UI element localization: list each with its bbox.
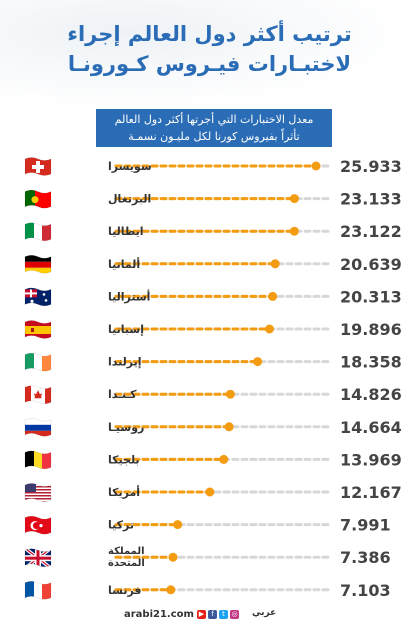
ireland-flag — [24, 352, 52, 372]
bar-end-marker — [289, 194, 299, 204]
country-label: إسبانيا — [108, 323, 144, 336]
bar-end-marker — [268, 291, 278, 301]
country-label: أستراليا — [108, 289, 150, 303]
svg-text:المملكة: المملكة — [108, 546, 145, 557]
bar-row: 13.969 بلجيكا — [24, 450, 402, 470]
country-label: البرتغال — [108, 193, 151, 206]
bar-row: 23.133 البرتغال — [24, 189, 402, 209]
turkey-flag — [24, 515, 52, 535]
germany-flag — [24, 255, 52, 274]
subtitle-line-2: تأثراً بفيروس كورنا لكل مليـون نسمـة — [128, 130, 300, 143]
page-title-line-2: لاختبـارات فيـروس كـورونـا — [67, 52, 352, 76]
page-title-line-1: ترتيب أكثر دول العالم إجراء — [67, 22, 352, 46]
bar-row: 18.358 إيرلندا — [24, 352, 402, 372]
country-label: تركيا — [108, 519, 134, 532]
svg-text:أمريكا: أمريكا — [108, 485, 140, 499]
world-map-background — [0, 0, 419, 110]
subtitle-box: معدل الاختبارات التي أجرتها أكثر دول الع… — [96, 109, 332, 147]
country-label: سويسرا — [108, 160, 152, 173]
bar-end-marker — [166, 585, 176, 595]
russia-flag — [24, 418, 52, 437]
usa-flag — [24, 483, 52, 502]
bar-end-marker — [173, 520, 183, 530]
svg-text:كـنـدا: كـنـدا — [108, 388, 137, 401]
bar-row: 14.826 كـنـدا — [24, 385, 402, 404]
bar-row: 19.896 إسبانيا — [24, 320, 402, 339]
value-label: 13.969 — [340, 450, 402, 469]
svg-text:بلجيكا: بلجيكا — [108, 453, 140, 466]
svg-text:المتحدة: المتحدة — [108, 558, 145, 569]
bar-row: 7.991 تركيا — [24, 515, 391, 535]
value-label: 12.167 — [340, 483, 402, 502]
bar-end-marker — [224, 422, 234, 432]
value-label: 7.386 — [340, 548, 391, 567]
svg-text:البرتغال: البرتغال — [108, 193, 151, 206]
svg-text:إسبانيا: إسبانيا — [108, 323, 144, 336]
svg-text:ألمانيا: ألمانيا — [108, 257, 140, 271]
belgium-flag — [24, 450, 52, 470]
svg-text:روسيـا: روسيـا — [108, 421, 144, 434]
bar-row: 7.103 فرنسا — [24, 581, 391, 600]
switzerland-flag — [24, 157, 52, 176]
bar-row: 14.664 روسيـا — [24, 418, 402, 437]
country-label: ألمانيا — [108, 257, 140, 271]
svg-text:فرنسا: فرنسا — [108, 584, 142, 597]
footer-brand: عربي — [252, 608, 277, 618]
svg-text:تركيا: تركيا — [108, 519, 134, 532]
bar-row: 20.639 ألمانيا — [24, 255, 402, 274]
value-label: 7.103 — [340, 581, 391, 600]
svg-text:ايطاليا: ايطاليا — [108, 225, 144, 238]
country-label: بلجيكا — [108, 453, 140, 466]
footer-site: arabi21.com — [124, 609, 194, 620]
bar-end-marker — [219, 454, 229, 464]
australia-flag — [24, 287, 52, 307]
canada-flag — [24, 385, 52, 404]
instagram-icon: ◎ — [230, 610, 239, 619]
bar-end-marker — [264, 324, 274, 334]
bar-row: 20.313 أستراليا — [24, 287, 402, 307]
portugal-flag — [24, 189, 52, 209]
svg-text:سويسرا: سويسرا — [108, 160, 152, 173]
bar-row: 23.122 ايطاليا — [24, 222, 402, 241]
bar-end-marker — [270, 259, 280, 269]
svg-text:أستراليا: أستراليا — [108, 289, 150, 303]
value-label: 7.991 — [340, 516, 391, 535]
value-label: 25.933 — [340, 157, 402, 176]
bar-row: 12.167 أمريكا — [24, 483, 402, 502]
value-label: 23.122 — [340, 222, 402, 241]
country-label: أمريكا — [108, 485, 140, 499]
bar-end-marker — [311, 161, 321, 171]
value-label: 14.826 — [340, 385, 402, 404]
bar-end-marker — [253, 357, 263, 367]
value-label: 19.896 — [340, 320, 402, 339]
svg-text:إيرلندا: إيرلندا — [108, 356, 142, 369]
country-label: كـنـدا — [108, 388, 137, 401]
value-label: 18.358 — [340, 353, 402, 372]
facebook-icon: f — [208, 610, 217, 619]
value-label: 20.639 — [340, 255, 402, 274]
chart-area: 25.933سويسرا23.133البرتغال23.122ايطاليا2… — [24, 157, 402, 600]
bar-end-marker — [205, 487, 215, 497]
country-label: فرنسا — [108, 584, 142, 597]
youtube-icon: ▶ — [197, 610, 206, 619]
bar-end-marker — [225, 389, 235, 399]
bar-row: 25.933 سويسرا — [24, 157, 402, 176]
bar-end-marker — [289, 226, 299, 236]
value-label: 20.313 — [340, 287, 402, 306]
france-flag — [24, 581, 52, 600]
country-label: روسيـا — [108, 421, 144, 434]
bar-end-marker — [168, 552, 178, 562]
italy-flag — [24, 222, 52, 241]
value-label: 14.664 — [340, 418, 402, 437]
twitter-icon: t — [219, 610, 228, 619]
country-label: ايطاليا — [108, 225, 144, 238]
subtitle-line-1: معدل الاختبارات التي أجرتها أكثر دول الع… — [114, 113, 314, 126]
value-label: 23.133 — [340, 190, 402, 209]
uk-flag — [24, 548, 52, 567]
country-label: إيرلندا — [108, 356, 142, 369]
spain-flag — [24, 320, 52, 339]
